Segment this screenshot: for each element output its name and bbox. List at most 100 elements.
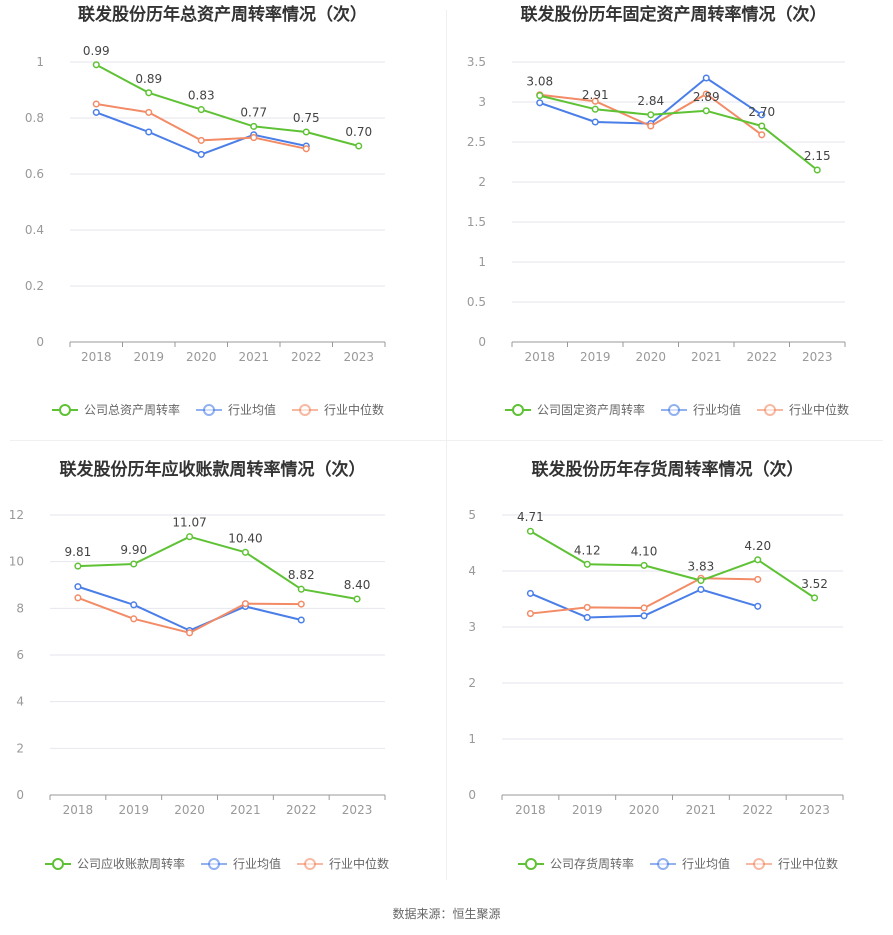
data-point-median (302, 145, 310, 153)
data-label: 9.81 (65, 545, 92, 559)
x-tick-label: 2022 (286, 803, 317, 817)
legend-marker (59, 404, 71, 416)
y-tick-label: 2.5 (467, 135, 486, 149)
y-tick-label: 3.5 (467, 55, 486, 69)
chart-svg: 联发股份历年总资产周转率情况（次） 0 0.2 0.4 0.6 0.8 1 2018 2019 2… (25, 4, 386, 417)
legend-label: 行业均值 (682, 856, 730, 871)
data-point-avg (591, 118, 599, 126)
horizontal-divider (10, 440, 883, 441)
chart-title: 联发股份历年总资产周转率情况（次） (78, 4, 367, 25)
data-point-median (754, 575, 762, 583)
chart-panel-receivables: 联发股份历年应收账款周转率情况（次） 0 2 4 6 8 10 12 2018 2019 2020 2… (0, 455, 440, 895)
x-tick-label: 2019 (580, 350, 611, 364)
data-point-avg (702, 74, 710, 82)
legend-label: 公司应收账款周转率 (77, 856, 185, 871)
data-point-median (297, 600, 305, 608)
x-tick-label: 2022 (742, 803, 773, 817)
data-point-company (702, 107, 710, 115)
legend-marker (208, 858, 220, 870)
x-tick-label: 2023 (802, 350, 833, 364)
y-tick-label: 0 (16, 788, 24, 802)
data-label: 0.83 (188, 89, 215, 103)
x-tick-label: 2021 (230, 803, 261, 817)
data-point-median (145, 108, 153, 116)
y-tick-label: 0 (36, 335, 44, 349)
y-tick-label: 4 (16, 695, 24, 709)
y-tick-label: 1 (478, 255, 486, 269)
data-point-avg (74, 583, 82, 591)
data-point-median (130, 615, 138, 623)
data-label: 2.91 (582, 88, 609, 102)
x-tick-label: 2020 (186, 350, 217, 364)
data-point-company (813, 166, 821, 174)
legend-label: 公司总资产周转率 (84, 402, 180, 417)
data-point-company (241, 548, 249, 556)
data-point-company (145, 89, 153, 97)
y-tick-label: 10 (9, 555, 24, 569)
legend-item-median: 行业中位数 (297, 856, 389, 871)
y-tick-label: 0 (478, 335, 486, 349)
x-tick-label: 2019 (118, 803, 149, 817)
data-point-avg (130, 601, 138, 609)
data-point-median (702, 90, 710, 98)
data-label: 0.77 (240, 105, 267, 119)
legend-marker (668, 404, 680, 416)
x-tick-label: 2022 (291, 350, 322, 364)
legend-item-avg: 行业均值 (201, 856, 281, 871)
data-point-avg (754, 602, 762, 610)
data-point-avg (92, 108, 100, 116)
y-tick-label: 12 (9, 508, 24, 522)
legend-marker (52, 858, 64, 870)
data-label: 4.12 (574, 543, 601, 557)
chart-title: 联发股份历年存货周转率情况（次） (532, 459, 804, 480)
data-point-median (92, 100, 100, 108)
data-label: 3.08 (526, 75, 553, 89)
x-tick-label: 2018 (63, 803, 94, 817)
legend-label: 行业均值 (693, 402, 741, 417)
data-label: 3.52 (801, 577, 828, 591)
y-tick-label: 5 (468, 508, 476, 522)
legend-item-company: 公司固定资产周转率 (505, 402, 645, 417)
series-line-company (539, 94, 818, 171)
data-point-company (640, 561, 648, 569)
y-tick-label: 2 (16, 741, 24, 755)
y-tick-label: 1 (468, 732, 476, 746)
y-tick-label: 2 (468, 676, 476, 690)
data-point-median (526, 610, 534, 618)
data-point-avg (297, 616, 305, 624)
data-label: 10.40 (228, 531, 262, 545)
data-point-company (811, 594, 819, 602)
series-line-avg (95, 111, 307, 156)
x-tick-label: 2019 (133, 350, 164, 364)
y-tick-label: 8 (16, 601, 24, 615)
y-tick-label: 0.6 (25, 167, 44, 181)
legend-item-median: 行业中位数 (757, 402, 849, 417)
data-point-median (250, 134, 258, 142)
data-point-avg (197, 150, 205, 158)
data-point-avg (697, 585, 705, 594)
y-tick-label: 1.5 (467, 215, 486, 229)
y-tick-label: 2 (478, 175, 486, 189)
chart-panel-fixed-assets: 联发股份历年固定资产周转率情况（次） 0 0.5 1 1.5 2 2.5 3 3.5 2018 20… (450, 0, 890, 440)
legend-label: 行业中位数 (789, 402, 849, 417)
x-tick-label: 2021 (238, 350, 269, 364)
data-point-median (186, 629, 194, 637)
data-point-company (186, 533, 194, 541)
x-tick-label: 2021 (691, 350, 722, 364)
data-point-company (353, 595, 361, 603)
data-point-company (297, 585, 305, 593)
data-point-company (591, 105, 599, 113)
data-point-company (197, 106, 205, 114)
legend-label: 行业中位数 (324, 402, 384, 417)
chart-svg: 联发股份历年固定资产周转率情况（次） 0 0.5 1 1.5 2 2.5 3 3.5 2018 20… (467, 4, 849, 417)
chart-title: 联发股份历年固定资产周转率情况（次） (521, 4, 827, 25)
y-tick-label: 0.2 (25, 279, 44, 293)
data-label: 4.71 (517, 510, 544, 524)
data-point-median (758, 131, 766, 139)
chart-svg: 联发股份历年应收账款周转率情况（次） 0 2 4 6 8 10 12 2018 2019 2020 2… (9, 459, 389, 871)
x-tick-label: 2018 (81, 350, 112, 364)
data-point-avg (536, 99, 544, 107)
data-point-median (197, 136, 205, 144)
x-tick-label: 2021 (686, 803, 717, 817)
data-point-company (754, 556, 762, 564)
